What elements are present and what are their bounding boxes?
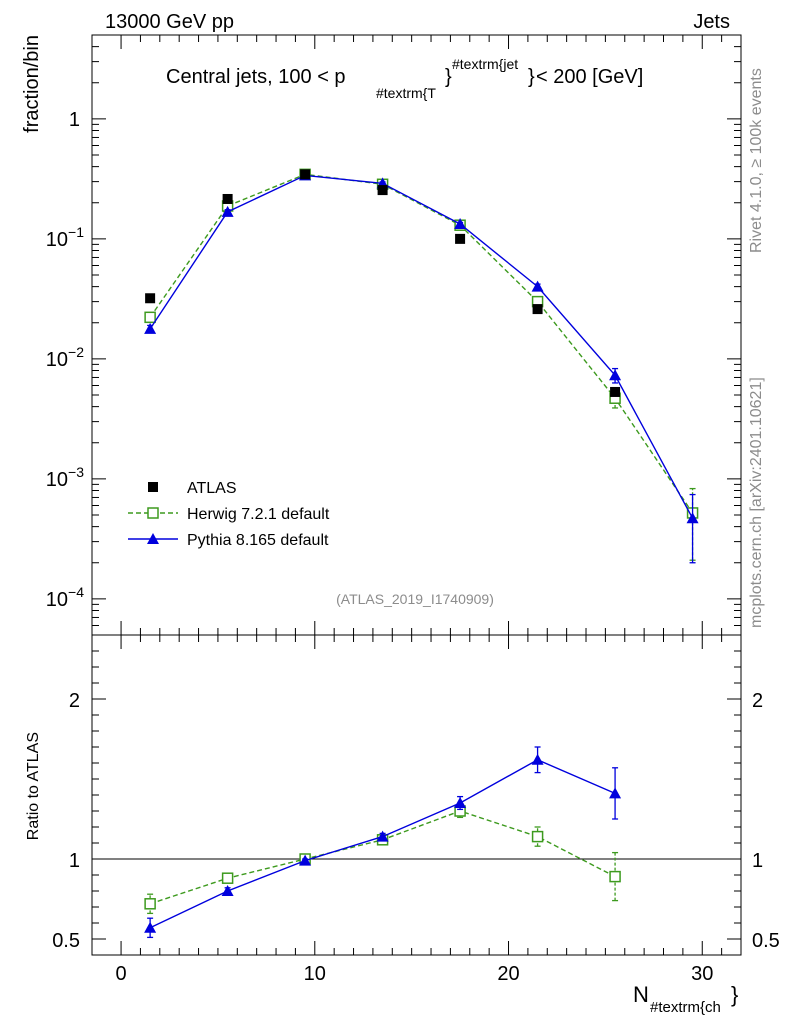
y-tick-base: 10 bbox=[46, 469, 68, 491]
atlas-point bbox=[222, 193, 233, 204]
atlas-point bbox=[145, 293, 156, 304]
pythia-point bbox=[609, 369, 622, 381]
plot-title: Central jets, 100 < p #textrm{T } #textr… bbox=[166, 56, 643, 101]
legend-label: ATLAS bbox=[187, 480, 237, 497]
ratio-y-tick-label: 2 bbox=[69, 690, 80, 712]
xlabel-main: N bbox=[633, 982, 649, 1007]
atlas-point bbox=[455, 233, 466, 244]
analysis-id: (ATLAS_2019_I1740909) bbox=[336, 591, 494, 607]
mcplots-label: mcplots.cern.ch [arXiv:2401.10621] bbox=[748, 377, 765, 628]
rivet-label: Rivet 4.1.0, ≥ 100k events bbox=[748, 68, 765, 253]
herwig-ratio-point bbox=[609, 870, 621, 883]
y-tick-label: 1 bbox=[69, 109, 80, 131]
title-brace: } bbox=[445, 66, 452, 88]
xlabel-sub: #textrm{ch bbox=[650, 999, 721, 1016]
pythia-point bbox=[686, 512, 699, 524]
title-brace-2: } bbox=[528, 66, 535, 88]
atlas-point bbox=[377, 185, 388, 196]
pythia-ratio-point bbox=[376, 830, 389, 842]
atlas-point bbox=[532, 304, 543, 315]
ratio-panel-frame bbox=[91, 634, 742, 956]
main-axis-ticks: 110−110−210−310−4 bbox=[46, 34, 742, 636]
ratio-y-tick-label-right: 2 bbox=[752, 690, 763, 712]
atlas-point bbox=[610, 386, 621, 397]
pythia-ratio-point bbox=[609, 787, 622, 799]
pythia-point bbox=[531, 280, 544, 292]
y-tick-exponent: −2 bbox=[68, 344, 84, 360]
x-tick-label: 10 bbox=[304, 963, 326, 985]
y-tick-base: 10 bbox=[46, 229, 68, 251]
y-tick-exponent: −3 bbox=[68, 464, 84, 480]
main-plot-area bbox=[144, 168, 699, 564]
header-right: Jets bbox=[693, 11, 730, 33]
header-left: 13000 GeV pp bbox=[105, 11, 234, 33]
y-tick-label: 10−3 bbox=[46, 464, 84, 491]
legend-label: Herwig 7.2.1 default bbox=[187, 506, 330, 523]
legend-label: Pythia 8.165 default bbox=[187, 532, 329, 549]
pythia-point bbox=[144, 322, 157, 334]
x-tick-label: 0 bbox=[115, 963, 126, 985]
y-tick-base: 10 bbox=[46, 349, 68, 371]
y-tick-label: 10−2 bbox=[46, 344, 84, 371]
ratio-xlabel: N #textrm{ch } bbox=[633, 982, 738, 1016]
y-tick-label: 10−4 bbox=[46, 584, 84, 611]
legend: ATLAS Herwig 7.2.1 default Pythia 8.165 de… bbox=[128, 480, 330, 549]
title-tail: < 200 [GeV] bbox=[536, 66, 643, 88]
legend-marker bbox=[148, 482, 158, 492]
herwig-point bbox=[144, 311, 156, 324]
x-tick-label: 30 bbox=[691, 963, 713, 985]
y-tick-base: 10 bbox=[46, 589, 68, 611]
herwig-ratio-point bbox=[221, 872, 234, 884]
atlas-point bbox=[300, 169, 311, 180]
title-sup: #textrm{jet bbox=[452, 56, 518, 72]
herwig-ratio-point bbox=[144, 898, 156, 910]
y-tick-exponent: −4 bbox=[68, 584, 84, 600]
ratio-ylabel: Ratio to ATLAS bbox=[25, 732, 42, 840]
ratio-y-tick-label: 1 bbox=[69, 850, 80, 872]
legend-marker bbox=[147, 533, 159, 544]
herwig-ratio-point bbox=[531, 830, 544, 843]
pythia-ratio-point bbox=[221, 885, 234, 896]
title-sub: #textrm{T bbox=[376, 85, 436, 101]
pythia-point bbox=[454, 218, 467, 230]
ratio-plot-area bbox=[144, 746, 622, 939]
ratio-axis-ticks: 0.5 0.51 12 20 10 20 30 bbox=[52, 635, 780, 985]
pythia-ratio-point bbox=[531, 753, 544, 765]
ratio-y-tick-label-right: 1 bbox=[752, 850, 763, 872]
herwig-line bbox=[149, 173, 694, 514]
pythia-ratio-point bbox=[144, 921, 157, 933]
pythia-line bbox=[149, 174, 694, 519]
xlabel-close: } bbox=[731, 982, 738, 1007]
herwig-ratio-line bbox=[149, 810, 616, 905]
x-tick-label: 20 bbox=[497, 963, 519, 985]
y-tick-exponent: −1 bbox=[68, 224, 84, 240]
y-tick-label: 10−1 bbox=[46, 224, 84, 251]
ratio-y-tick-label-right: 0.5 bbox=[752, 930, 780, 952]
pythia-ratio-point bbox=[454, 797, 467, 808]
ratio-y-tick-label: 0.5 bbox=[52, 930, 80, 952]
pythia-ratio-point bbox=[299, 854, 312, 866]
title-main: Central jets, 100 < p bbox=[166, 66, 346, 88]
legend-marker bbox=[147, 507, 159, 519]
pythia-point bbox=[221, 205, 234, 217]
main-ylabel: fraction/bin bbox=[21, 35, 43, 133]
